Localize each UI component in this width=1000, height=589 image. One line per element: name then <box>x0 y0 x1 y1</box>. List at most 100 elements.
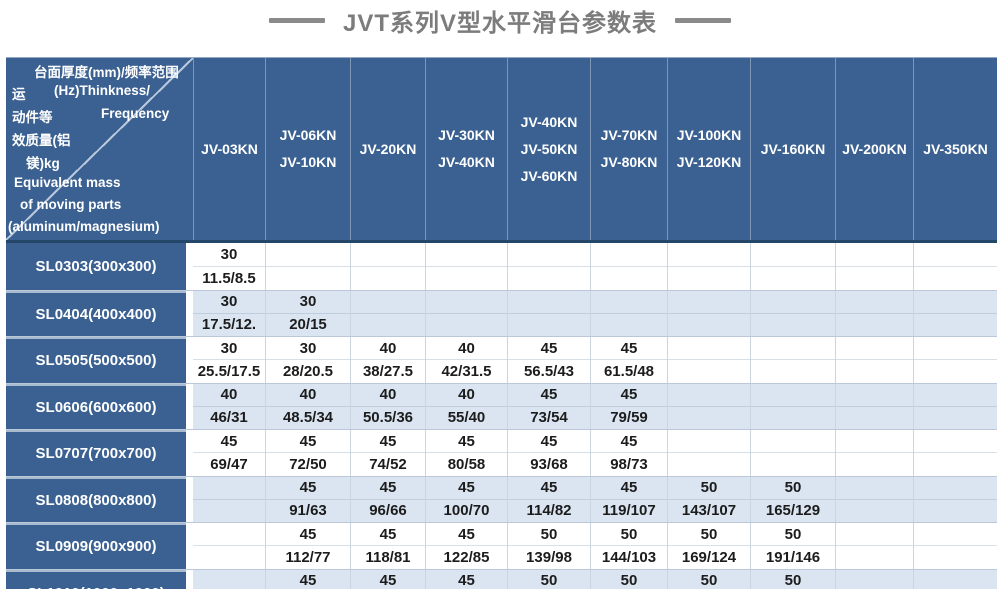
data-cell <box>425 243 507 290</box>
thickness-value <box>668 291 750 314</box>
thickness-value <box>751 291 835 314</box>
thickness-value: 30 <box>193 243 265 267</box>
thickness-value: 40 <box>426 337 507 361</box>
label-gutter <box>186 569 193 589</box>
data-cell: 45 69/47 <box>193 430 265 476</box>
thickness-value: 50 <box>751 570 835 589</box>
mass-value: 139/98 <box>526 548 572 566</box>
mass-value <box>836 546 913 568</box>
table-row: SL0303(300x300) 30 11.5/8.5 <box>6 243 997 290</box>
thickness-value <box>836 570 913 589</box>
data-cell: 50 191/146 <box>750 523 835 569</box>
data-cell: 40 46/31 <box>193 384 265 430</box>
mass-value: 169/124 <box>681 548 737 566</box>
thickness-value: 45 <box>266 570 350 589</box>
mass-value <box>668 360 750 382</box>
thickness-value: 45 <box>508 430 590 454</box>
thickness-value: 45 <box>591 337 667 361</box>
page-title-row: JVT系列V型水平滑台参数表 <box>0 2 1000 38</box>
mass-value <box>836 267 913 290</box>
data-cell <box>913 523 997 569</box>
mass-value <box>668 314 750 336</box>
thickness-value: 50 <box>751 523 835 547</box>
thickness-value: 30 <box>193 337 265 361</box>
mass-value <box>591 314 667 336</box>
data-cell <box>835 337 913 383</box>
mass-value <box>836 407 913 429</box>
thickness-value <box>836 291 913 314</box>
data-cell <box>835 383 913 429</box>
data-cell <box>913 476 997 522</box>
mass-value <box>836 314 913 336</box>
data-cell: 50 <box>750 569 835 589</box>
mass-value <box>836 453 913 475</box>
column-header-jv160: JV-160KN <box>750 58 835 240</box>
row-label: SL0707(700x700) <box>6 430 186 476</box>
data-cell <box>350 243 425 290</box>
data-cell: 30 25.5/17.5 <box>193 337 265 383</box>
corner-line: 动件等 Frequency <box>6 106 193 128</box>
mass-value <box>193 500 265 522</box>
data-cell: 45 <box>265 569 350 589</box>
thickness-value <box>591 291 667 314</box>
mass-value <box>351 267 425 290</box>
thickness-value <box>836 384 913 407</box>
thickness-value <box>193 570 265 589</box>
mass-value <box>426 267 507 290</box>
mass-value: 165/129 <box>765 502 821 520</box>
mass-value: 79/59 <box>610 409 648 427</box>
thickness-value <box>751 337 835 361</box>
thickness-value: 40 <box>426 384 507 407</box>
data-cell <box>750 290 835 336</box>
thickness-value <box>836 430 913 454</box>
column-header-jv40-50-60: JV-40KN JV-50KN JV-60KN <box>507 58 590 240</box>
thickness-value: 45 <box>266 477 350 500</box>
thickness-value: 50 <box>751 477 835 500</box>
thickness-value <box>591 243 667 267</box>
data-cell <box>750 337 835 383</box>
data-cell <box>835 476 913 522</box>
corner-header-cell: 台面厚度(mm)/频率范围 运 (Hz)Thinkness/ 动件等 Frequen… <box>6 58 193 240</box>
thickness-value <box>914 291 997 314</box>
corner-text: (aluminum/magnesium) <box>8 219 160 234</box>
thickness-value: 45 <box>508 477 590 500</box>
data-cell: 40 50.5/36 <box>350 383 425 429</box>
data-cell <box>350 290 425 336</box>
label-gutter <box>186 337 193 383</box>
corner-text: 运 <box>12 87 26 102</box>
table-header-row: 台面厚度(mm)/频率范围 运 (Hz)Thinkness/ 动件等 Frequen… <box>6 57 997 243</box>
corner-line: Equivalent mass <box>6 175 193 197</box>
mass-value: 38/27.5 <box>362 362 414 380</box>
thickness-value <box>508 243 590 267</box>
thickness-value: 45 <box>426 430 507 454</box>
column-header-jv350: JV-350KN <box>913 58 997 240</box>
data-cell: 45 119/107 <box>590 476 667 522</box>
thickness-value: 45 <box>508 384 590 407</box>
data-cell: 50 143/107 <box>667 476 750 522</box>
data-cell: 30 28/20.5 <box>265 337 350 383</box>
mass-value: 122/85 <box>443 548 490 566</box>
mass-value: 100/70 <box>443 502 490 520</box>
thickness-value <box>668 384 750 407</box>
table-row: SL0909(900x900) 45 112/77 45 118/81 45 122/… <box>6 522 997 569</box>
mass-value: 28/20.5 <box>282 362 334 380</box>
corner-text: of moving parts <box>20 197 122 212</box>
mass-value <box>508 314 590 336</box>
mass-value: 17.5/12. <box>201 316 257 334</box>
data-cell <box>913 337 997 383</box>
data-cell: 45 122/85 <box>425 523 507 569</box>
row-label: SL0606(600x600) <box>6 383 186 429</box>
mass-value: 11.5/8.5 <box>202 269 256 287</box>
corner-text: Equivalent mass <box>14 175 121 190</box>
thickness-value: 45 <box>591 384 667 407</box>
data-cell: 40 48.5/34 <box>265 383 350 429</box>
data-cell <box>835 243 913 290</box>
mass-value <box>266 267 350 290</box>
thickness-value: 40 <box>351 337 425 361</box>
corner-line: 运 (Hz)Thinkness/ <box>6 83 193 105</box>
thickness-value: 30 <box>193 291 265 314</box>
data-cell <box>265 243 350 290</box>
data-cell: 45 114/82 <box>507 476 590 522</box>
data-cell <box>667 383 750 429</box>
mass-value <box>751 453 835 475</box>
